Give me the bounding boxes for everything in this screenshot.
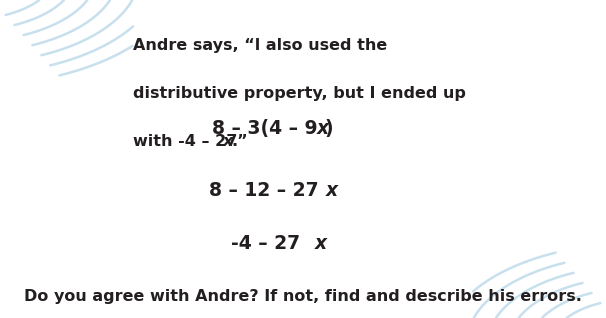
Text: .”: .” xyxy=(231,134,247,149)
Text: ): ) xyxy=(325,119,333,138)
Text: 8 – 3(4 – 9: 8 – 3(4 – 9 xyxy=(212,119,318,138)
Text: x: x xyxy=(223,134,233,149)
Text: -4 – 27: -4 – 27 xyxy=(231,234,301,253)
Text: with -4 – 27: with -4 – 27 xyxy=(133,134,238,149)
Text: distributive property, but I ended up: distributive property, but I ended up xyxy=(133,86,466,101)
Text: 8 – 12 – 27: 8 – 12 – 27 xyxy=(209,181,319,200)
Text: Do you agree with Andre? If not, find and describe his errors.: Do you agree with Andre? If not, find an… xyxy=(24,289,582,304)
Text: Andre says, “l also used the: Andre says, “l also used the xyxy=(133,38,388,53)
Text: x: x xyxy=(315,234,327,253)
Text: x: x xyxy=(326,181,338,200)
Text: x: x xyxy=(317,119,329,138)
